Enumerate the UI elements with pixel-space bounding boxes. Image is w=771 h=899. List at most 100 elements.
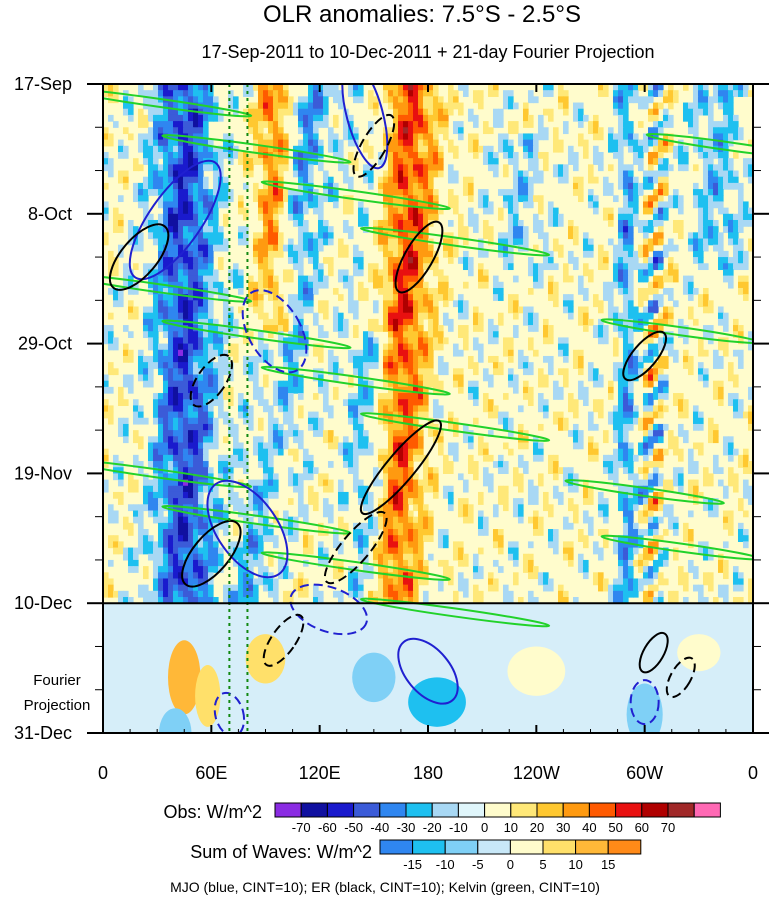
obs-cell (608, 294, 614, 301)
obs-cell (173, 164, 179, 172)
obs-cell (373, 275, 379, 283)
obs-cell (673, 90, 679, 97)
obs-cell (213, 269, 219, 277)
obs-cell (673, 436, 679, 444)
obs-cell (628, 84, 634, 91)
obs-cell (568, 300, 574, 308)
obs-cell (258, 399, 264, 407)
obs-cell (263, 349, 269, 357)
obs-cell (298, 393, 304, 400)
obs-cell (183, 158, 189, 165)
obs-cell (453, 417, 459, 425)
obs-cell (648, 349, 654, 357)
obs-cell (163, 491, 169, 499)
obs-cell (193, 306, 199, 314)
obs-cell (453, 170, 459, 178)
obs-cell (718, 84, 724, 91)
obs-cell (313, 312, 319, 320)
obs-cell (408, 96, 414, 104)
obs-cell (498, 244, 504, 252)
obs-cell (258, 238, 264, 246)
obs-cell (378, 498, 384, 505)
obs-cell (713, 133, 719, 141)
obs-cell (408, 479, 414, 487)
obs-cell (728, 108, 734, 116)
obs-cell (618, 84, 624, 91)
obs-cell (413, 479, 419, 487)
obs-cell (323, 306, 329, 314)
obs-cell (713, 349, 719, 357)
obs-cell (678, 207, 684, 215)
obs-cell (318, 386, 324, 394)
obs-cell (638, 269, 644, 277)
obs-cell (293, 374, 299, 382)
obs-cell (653, 448, 659, 456)
obs-cell (223, 349, 229, 357)
obs-cell (628, 337, 634, 345)
obs-cell (158, 349, 164, 357)
obs-cell (683, 145, 689, 153)
obs-cell (633, 201, 639, 209)
obs-cell (418, 114, 424, 122)
obs-cell (268, 250, 274, 258)
obs-cell (408, 90, 414, 97)
obs-cell (703, 182, 709, 190)
obs-cell (188, 232, 194, 240)
obs-cell (383, 96, 389, 104)
obs-cell (308, 133, 314, 141)
obs-cell (268, 176, 274, 184)
obs-cell (428, 250, 434, 258)
obs-cell (618, 436, 624, 444)
obs-cell (213, 151, 219, 159)
obs-cell (293, 250, 299, 258)
obs-cell (198, 275, 204, 283)
obs-cell (418, 151, 424, 159)
obs-cell (203, 362, 209, 369)
obs-cell (288, 411, 294, 419)
obs-cell (138, 244, 144, 252)
obs-cell (148, 306, 154, 314)
obs-cell (278, 139, 284, 147)
obs-cell (388, 257, 394, 264)
obs-cell (578, 102, 584, 110)
obs-cell (178, 182, 184, 190)
obs-cell (248, 423, 254, 431)
obs-cell (183, 139, 189, 147)
obs-cell (138, 133, 144, 141)
obs-cell (618, 368, 624, 376)
obs-cell (608, 300, 614, 308)
obs-cell (273, 219, 279, 227)
obs-cell (573, 263, 579, 271)
obs-cell (153, 411, 159, 419)
obs-cell (123, 423, 129, 431)
obs-cell (163, 380, 169, 388)
obs-cell (168, 485, 174, 493)
obs-cell (388, 145, 394, 153)
obs-cell (133, 399, 139, 407)
obs-cell (553, 467, 559, 474)
obs-cell (423, 374, 429, 382)
obs-cell (308, 232, 314, 240)
obs-cell (283, 96, 289, 104)
obs-cell (628, 226, 634, 233)
obs-cell (168, 207, 174, 215)
obs-cell (473, 96, 479, 104)
obs-cell (658, 145, 664, 153)
obs-cell (178, 442, 184, 450)
obs-cell (358, 201, 364, 209)
obs-cell (173, 133, 179, 141)
obs-cell (668, 318, 674, 326)
obs-cell (183, 306, 189, 314)
obs-cell (338, 448, 344, 456)
obs-cell (403, 294, 409, 301)
obs-cell (278, 195, 284, 203)
obs-cell (538, 219, 544, 227)
obs-cell (203, 300, 209, 308)
obs-cell (603, 207, 609, 215)
obs-cell (218, 287, 224, 295)
obs-cell (338, 275, 344, 283)
obs-cell (323, 380, 329, 388)
obs-cell (583, 318, 589, 326)
obs-cell (623, 454, 629, 462)
obs-cell (713, 90, 719, 97)
